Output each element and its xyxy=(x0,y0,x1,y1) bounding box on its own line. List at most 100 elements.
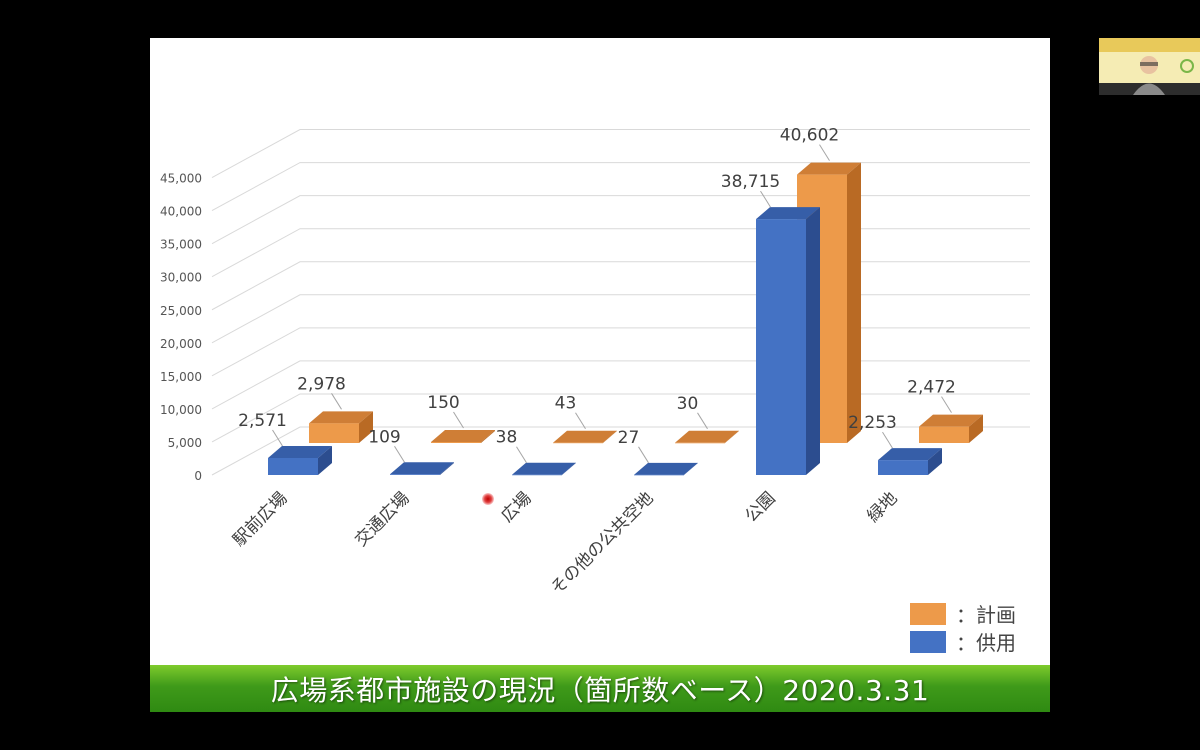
data-label-in-use: 27 xyxy=(618,428,640,448)
bar-in-use-face xyxy=(390,474,440,475)
data-label-planned-leader xyxy=(575,412,586,429)
data-label-planned-leader xyxy=(453,411,464,429)
bar-planned xyxy=(309,411,373,443)
data-label-planned-leader xyxy=(941,396,952,413)
legend-label-in-use: ：供用 xyxy=(956,631,1016,655)
legend-label-planned: ：計画 xyxy=(956,603,1016,627)
bars xyxy=(268,162,983,476)
gridline xyxy=(211,294,1030,344)
gridline xyxy=(211,261,1030,311)
bar-planned-side xyxy=(725,430,739,443)
y-tick-label: 45,000 xyxy=(160,172,202,186)
gridline xyxy=(211,162,1030,212)
data-label-in-use-leader xyxy=(760,190,771,208)
bar-planned-top xyxy=(553,430,617,443)
slide-title-bar: 広場系都市施設の現況（箇所数ベース）2020.3.31 xyxy=(150,665,1050,712)
bar-planned-top xyxy=(309,411,373,424)
bar-planned-top xyxy=(431,430,495,443)
data-label-planned-leader xyxy=(819,144,830,161)
bar-planned-top xyxy=(919,414,983,427)
slide: 0 5,000 10,000 15,000 20,000 25,000 30,000 35,0… xyxy=(150,38,1050,712)
category-label: 交通広場 xyxy=(351,488,413,550)
bar-in-use xyxy=(634,462,698,476)
bar-planned-side xyxy=(847,162,861,443)
slide-title: 広場系都市施設の現況（箇所数ベース）2020.3.31 xyxy=(270,673,930,707)
gridline xyxy=(211,228,1030,278)
legend-in-use: ：供用 xyxy=(910,627,1016,656)
data-label-planned: 30 xyxy=(677,394,699,414)
bar-planned-face xyxy=(919,426,969,443)
category-label: 公園 xyxy=(741,488,779,526)
bar-planned-face xyxy=(675,442,725,444)
data-label-planned: 2,472 xyxy=(907,378,956,398)
bar-planned xyxy=(919,414,983,443)
bar-in-use-face xyxy=(634,474,684,476)
bar-planned xyxy=(553,430,617,444)
bar-in-use-top xyxy=(512,462,576,475)
y-tick-label: 25,000 xyxy=(160,304,202,318)
bar-in-use-side xyxy=(928,448,942,475)
data-label-in-use-leader xyxy=(272,429,283,447)
y-tick-label: 30,000 xyxy=(160,271,202,285)
chart-3d-bar: 0 5,000 10,000 15,000 20,000 25,000 30,000 35,0… xyxy=(160,126,1030,599)
bar-planned-top xyxy=(675,430,739,443)
bar-in-use-face xyxy=(878,460,928,475)
data-label-planned: 40,602 xyxy=(780,126,839,146)
data-label-in-use-leader xyxy=(882,431,893,449)
y-tick-label: 40,000 xyxy=(160,205,202,219)
data-label-planned-leader xyxy=(331,393,342,410)
pointer-indicator xyxy=(482,493,494,505)
legend-planned: ：計画 xyxy=(910,599,1016,628)
bar-in-use xyxy=(878,448,942,475)
bar-planned-side xyxy=(359,411,373,443)
bar-planned-face xyxy=(431,442,481,443)
y-tick-label: 0 xyxy=(194,469,202,483)
y-axis-ticks: 0 5,000 10,000 15,000 20,000 25,000 30,000 35,0… xyxy=(160,172,202,483)
category-label: その他の公共空地 xyxy=(547,488,657,598)
data-label-planned: 150 xyxy=(427,393,459,413)
bar-planned-top xyxy=(797,162,861,175)
bar-in-use-face xyxy=(756,219,806,475)
presenter-icon xyxy=(1099,38,1200,95)
bar-in-use-side xyxy=(440,462,454,475)
bar-planned xyxy=(675,430,739,444)
bar-in-use xyxy=(390,462,454,475)
data-label-in-use-leader xyxy=(394,446,405,463)
bar-in-use-side xyxy=(318,446,332,475)
bar-planned-side xyxy=(969,414,983,443)
bar-in-use-face xyxy=(512,474,562,476)
category-label: 緑地 xyxy=(863,488,901,526)
gridline xyxy=(211,195,1030,245)
bar-planned-side xyxy=(481,430,495,443)
legend-swatch-in-use xyxy=(910,630,946,653)
data-labels: 2,978 2,571 150 109 43 38 30 27 40,602 38,715 2,47… xyxy=(238,126,956,464)
presenter-webcam-thumbnail xyxy=(1099,38,1200,95)
bar-in-use xyxy=(512,462,576,476)
bar-planned-face xyxy=(309,423,359,443)
y-tick-label: 20,000 xyxy=(160,337,202,351)
y-tick-label: 35,000 xyxy=(160,238,202,252)
gridlines xyxy=(211,129,1030,476)
data-label-planned: 2,978 xyxy=(297,374,346,394)
bar-in-use-top xyxy=(756,207,820,220)
bar-in-use-face xyxy=(268,458,318,475)
data-label-planned-leader xyxy=(697,412,708,430)
data-label-in-use: 38 xyxy=(496,428,518,448)
legend-swatch-planned xyxy=(910,602,946,625)
y-tick-label: 10,000 xyxy=(160,403,202,417)
bar-in-use-top xyxy=(878,448,942,461)
data-label-in-use-leader xyxy=(638,446,649,464)
bar-in-use-side xyxy=(562,462,576,475)
data-label-in-use: 38,715 xyxy=(721,172,780,192)
gridline xyxy=(211,129,1030,178)
data-label-in-use: 2,571 xyxy=(238,411,287,431)
category-label: 広場 xyxy=(497,488,535,526)
bar-in-use-side xyxy=(684,462,698,475)
y-tick-label: 5,000 xyxy=(168,436,202,450)
category-label: 駅前広場 xyxy=(229,488,291,550)
data-label-in-use: 2,253 xyxy=(848,413,897,433)
bar-in-use xyxy=(756,207,820,475)
data-label-planned: 43 xyxy=(555,394,577,414)
data-label-in-use: 109 xyxy=(368,427,400,447)
bar-in-use-top xyxy=(634,462,698,475)
